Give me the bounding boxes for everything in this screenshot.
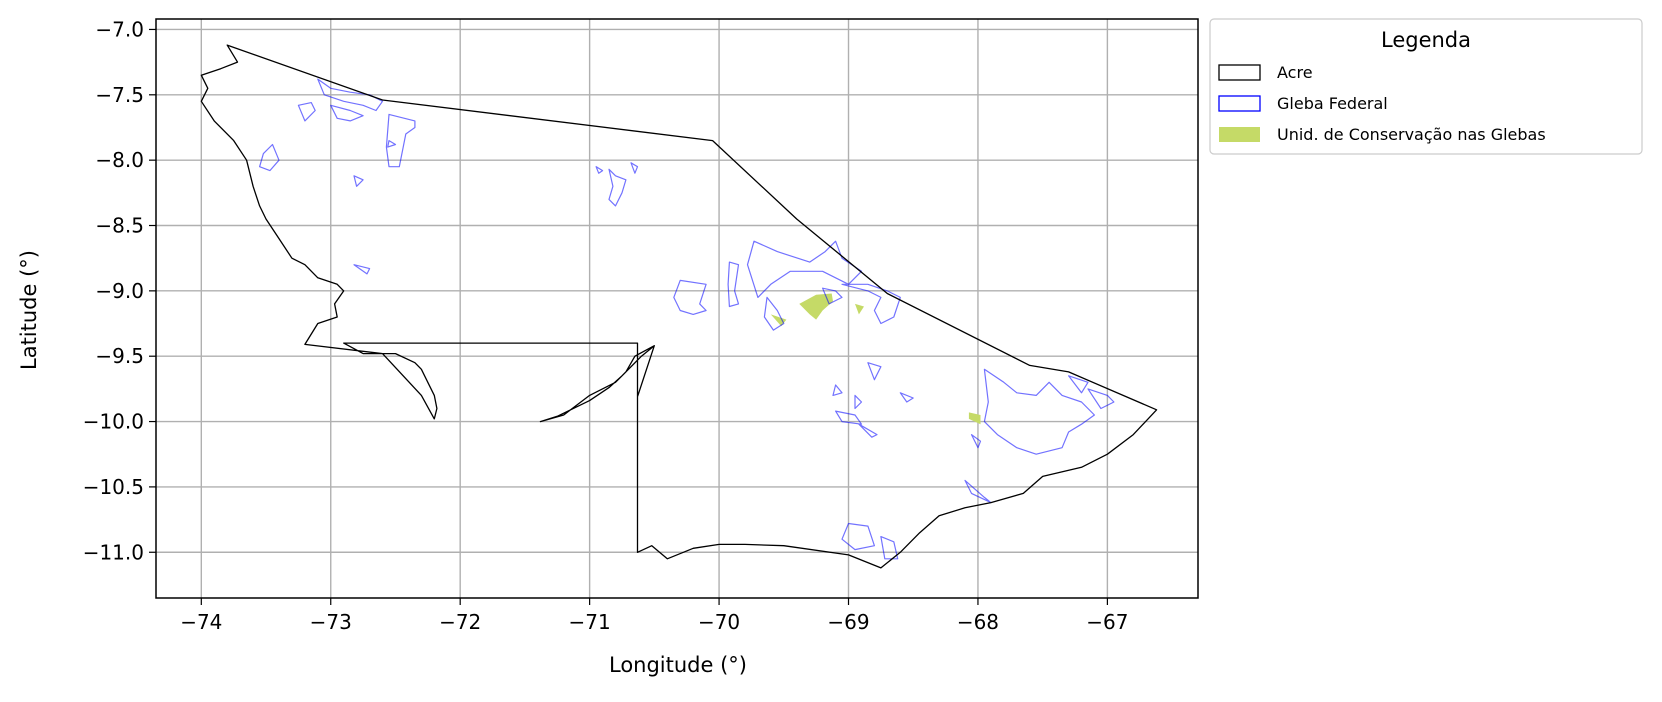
x-tick-label: −72 bbox=[439, 610, 481, 634]
layer-acre bbox=[200, 44, 1158, 569]
x-tick-label: −69 bbox=[827, 610, 869, 634]
y-tick-label: −7.0 bbox=[95, 17, 144, 41]
x-tick-label: −74 bbox=[180, 610, 222, 634]
y-tick-label: −7.5 bbox=[95, 83, 144, 107]
gleba-federal-polygon bbox=[841, 522, 875, 551]
x-tick-label: −71 bbox=[569, 610, 611, 634]
gleba-federal-polygon bbox=[841, 283, 901, 325]
unid-de-conservacao-nas-glebas-polygon bbox=[968, 412, 981, 425]
gleba-federal-polygon bbox=[746, 240, 863, 298]
gleba-federal-polygon bbox=[608, 168, 627, 207]
x-tick-label: −67 bbox=[1086, 610, 1128, 634]
gleba-federal-polygon bbox=[899, 392, 914, 403]
gleba-federal-polygon bbox=[673, 279, 707, 315]
x-tick-label: −68 bbox=[957, 610, 999, 634]
gleba-federal-polygon bbox=[595, 166, 604, 174]
gleba-federal-polygon bbox=[630, 162, 639, 174]
gleba-federal-polygon bbox=[727, 261, 740, 308]
legend-label: Unid. de Conservação nas Glebas bbox=[1277, 125, 1546, 144]
gleba-federal-polygon bbox=[387, 140, 397, 148]
gleba-federal-polygon bbox=[317, 78, 384, 112]
legend-label: Gleba Federal bbox=[1277, 94, 1388, 113]
legend-entries: Acre Gleba Federal Unid. de Conservação na… bbox=[1218, 63, 1546, 144]
y-tick-label: −10.5 bbox=[83, 475, 144, 499]
gleba-federal-polygon bbox=[822, 287, 843, 305]
legend-title: Legenda bbox=[1381, 28, 1471, 52]
gleba-federal-polygon bbox=[353, 175, 364, 187]
gleba-federal-polygon bbox=[297, 102, 316, 122]
gleba-federal-polygon bbox=[858, 423, 878, 438]
gleba-federal-polygon bbox=[385, 113, 416, 168]
gleba-federal-polygon bbox=[1068, 375, 1089, 394]
y-tick-label: −8.5 bbox=[95, 214, 144, 238]
x-tick-label: −73 bbox=[310, 610, 352, 634]
y-axis-label: Latitude (°) bbox=[17, 250, 41, 370]
gridlines bbox=[156, 19, 1198, 598]
y-tick-label: −9.5 bbox=[95, 344, 144, 368]
legend-frame bbox=[1209, 18, 1643, 155]
layer-gleba-federal bbox=[259, 78, 1115, 560]
legend-swatch bbox=[1219, 127, 1260, 142]
legend-label: Acre bbox=[1277, 63, 1313, 82]
gleba-federal-polygon bbox=[1087, 388, 1115, 410]
y-tick-label: −9.0 bbox=[95, 279, 144, 303]
y-tick-label: −11.0 bbox=[83, 540, 144, 564]
unid-de-conservacao-nas-glebas-polygon bbox=[770, 314, 787, 327]
gleba-federal-polygon bbox=[970, 434, 982, 449]
x-axis-label: Longitude (°) bbox=[609, 653, 747, 677]
gleba-federal-polygon bbox=[832, 384, 843, 396]
gleba-federal-polygon bbox=[259, 143, 280, 172]
x-axis-ticks: −74 −73 −72 −71 −70 −69 −68 −67 bbox=[180, 598, 1129, 634]
gleba-federal-polygon bbox=[854, 394, 863, 410]
gleba-federal-polygon bbox=[763, 296, 785, 331]
plot-frame bbox=[155, 18, 1199, 599]
legend-swatch bbox=[1218, 95, 1261, 112]
unid-de-conservacao-nas-glebas-polygon bbox=[855, 303, 864, 315]
legend: Legenda Acre Gleba Federal Unid. de Conser… bbox=[1209, 18, 1643, 155]
x-tick-label: −70 bbox=[698, 610, 740, 634]
gleba-federal-polygon bbox=[983, 368, 1095, 455]
layer-unid-de-conservacao-nas-glebas bbox=[770, 293, 981, 425]
legend-swatch bbox=[1218, 64, 1261, 81]
gleba-federal-polygon bbox=[867, 362, 882, 381]
map-layers bbox=[200, 44, 1158, 569]
unid-de-conservacao-nas-glebas-polygon bbox=[799, 293, 833, 320]
y-tick-label: −8.0 bbox=[95, 148, 144, 172]
gleba-federal-polygon bbox=[330, 104, 364, 122]
gleba-federal-polygon bbox=[880, 536, 899, 560]
y-axis-ticks: −7.0 −7.5 −8.0 −8.5 −9.0 −9.5 −10.0 −10.5 −11.0 bbox=[83, 17, 156, 564]
gleba-federal-polygon bbox=[353, 264, 371, 275]
y-tick-label: −10.0 bbox=[83, 410, 144, 434]
acre-polygon bbox=[200, 44, 1158, 569]
gleba-federal-polygon bbox=[835, 410, 863, 425]
